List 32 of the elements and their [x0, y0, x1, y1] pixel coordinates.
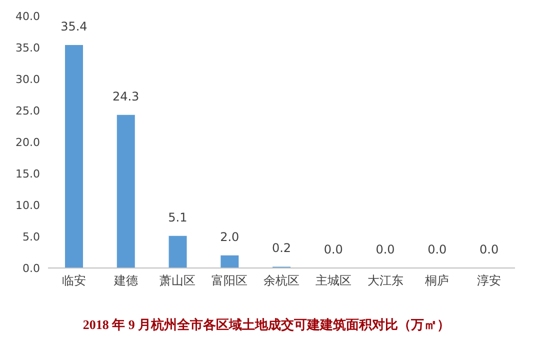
data-label: 0.0: [428, 242, 447, 256]
x-tick-label: 淳安: [477, 274, 502, 288]
y-tick-label: 40.0: [16, 10, 40, 23]
text: 2018 年 9 月杭州全市各区域土地成交可建建筑面积对比（万㎡）: [82, 316, 452, 334]
x-tick-label: 临安: [62, 274, 86, 288]
x-tick-label: 桐庐: [424, 274, 450, 288]
y-tick-label: 20.0: [16, 136, 40, 149]
data-label: 35.4: [60, 19, 88, 34]
x-tick-label: 主城区: [315, 274, 352, 288]
bar: [65, 44, 83, 268]
x-tick-label: 建德: [112, 274, 138, 288]
x-tick-label: 萧山区: [160, 274, 196, 288]
data-label: 24.3: [112, 89, 140, 104]
data-label: 0.2: [272, 241, 292, 256]
data-label: 2.0: [220, 230, 240, 244]
x-tick-label: 大江东: [367, 274, 404, 288]
bar: [116, 114, 135, 268]
x-tick-label: 余杭区: [264, 274, 300, 288]
bar: [220, 255, 239, 268]
x-tick-label: 富阳区: [212, 274, 248, 288]
y-tick-label: 35.0: [16, 41, 40, 54]
bar: [168, 236, 187, 268]
data-label: 0.0: [480, 242, 499, 256]
data-label: 0.0: [376, 242, 395, 256]
y-tick-label: 15.0: [16, 167, 40, 180]
data-label: 5.1: [168, 210, 188, 224]
y-tick-label: 10.0: [16, 198, 40, 212]
y-tick-label: 5.0: [22, 230, 40, 244]
y-tick-label: 0.0: [22, 262, 40, 275]
data-label: 0.0: [324, 242, 343, 256]
y-tick-label: 25.0: [16, 104, 40, 118]
y-tick-label: 30.0: [16, 72, 40, 86]
